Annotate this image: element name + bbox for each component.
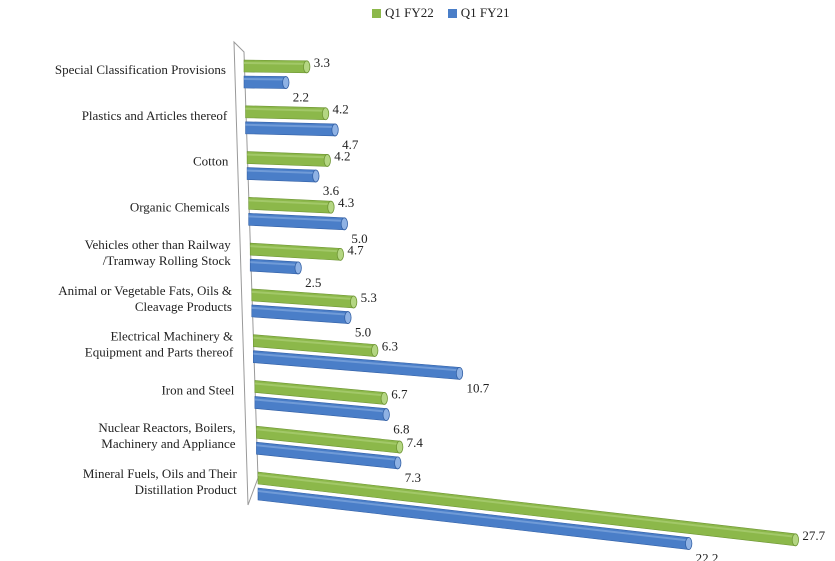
- bar-end-cap: [332, 124, 338, 136]
- bar-end-cap: [313, 170, 319, 182]
- bar-q1-fy22: [249, 197, 331, 213]
- bar-end-cap: [328, 201, 334, 213]
- data-label: 6.3: [382, 338, 398, 353]
- data-label: 4.2: [334, 148, 350, 163]
- bar-end-cap: [383, 409, 389, 421]
- bar-q1-fy22: [246, 106, 326, 120]
- bar-end-cap: [396, 441, 402, 453]
- category-label: Iron and Steel: [161, 382, 234, 397]
- category-label: /Tramway Rolling Stock: [103, 253, 232, 268]
- data-label: 4.7: [347, 242, 364, 257]
- bar-end-cap: [345, 312, 351, 324]
- bar-q1-fy22: [247, 152, 327, 167]
- bar-end-cap: [337, 248, 343, 260]
- data-label: 10.7: [466, 380, 489, 395]
- category-label: Organic Chemicals: [130, 199, 230, 214]
- category-label: Distillation Product: [135, 482, 238, 497]
- bar-end-cap: [322, 108, 328, 120]
- category-label: Equipment and Parts thereof: [85, 345, 234, 360]
- data-label: 4.2: [333, 102, 349, 117]
- data-label: 7.4: [407, 435, 424, 450]
- category-label: Electrical Machinery &: [110, 329, 233, 344]
- category-label: Cotton: [193, 154, 229, 169]
- data-label: 27.7: [802, 528, 825, 543]
- category-label: Mineral Fuels, Oils and Their: [83, 466, 238, 481]
- bar-q1-fy21: [244, 76, 286, 89]
- bar-end-cap: [350, 296, 356, 308]
- category-label: Animal or Vegetable Fats, Oils &: [58, 283, 232, 298]
- bar-end-cap: [792, 534, 798, 546]
- data-label: 2.5: [305, 275, 321, 290]
- category-label: Cleavage Products: [135, 299, 232, 314]
- bar-end-cap: [304, 61, 310, 73]
- bar-end-cap: [456, 367, 462, 379]
- category-label: Nuclear Reactors, Boilers,: [98, 420, 235, 435]
- bar-end-cap: [324, 154, 330, 166]
- bar-q1-fy21: [247, 168, 316, 182]
- bar-end-cap: [685, 538, 691, 550]
- bar-q1-fy21: [249, 213, 345, 229]
- data-label: 2.2: [293, 90, 309, 105]
- bar-q1-fy22: [250, 243, 340, 260]
- data-label: 22.2: [696, 551, 719, 561]
- bar-end-cap: [395, 457, 401, 469]
- data-label: 6.7: [391, 386, 408, 401]
- data-label: 5.0: [355, 325, 371, 340]
- category-label: Special Classification Provisions: [55, 62, 226, 77]
- data-label: 5.3: [361, 290, 377, 305]
- bar-q1-fy21: [246, 122, 336, 136]
- data-label: 4.3: [338, 195, 354, 210]
- bar-end-cap: [381, 392, 387, 404]
- bar-end-cap: [341, 218, 347, 230]
- data-label: 3.3: [314, 55, 330, 70]
- category-label: Vehicles other than Railway: [85, 237, 232, 252]
- bar-q1-fy22: [244, 60, 307, 73]
- bar-end-cap: [283, 77, 289, 89]
- category-label: Plastics and Articles thereof: [82, 108, 228, 123]
- bar-end-cap: [372, 344, 378, 356]
- bar-q1-fy21: [250, 259, 298, 274]
- category-label: Machinery and Appliance: [101, 436, 236, 451]
- bar-end-cap: [295, 262, 301, 274]
- data-label: 7.3: [405, 470, 421, 485]
